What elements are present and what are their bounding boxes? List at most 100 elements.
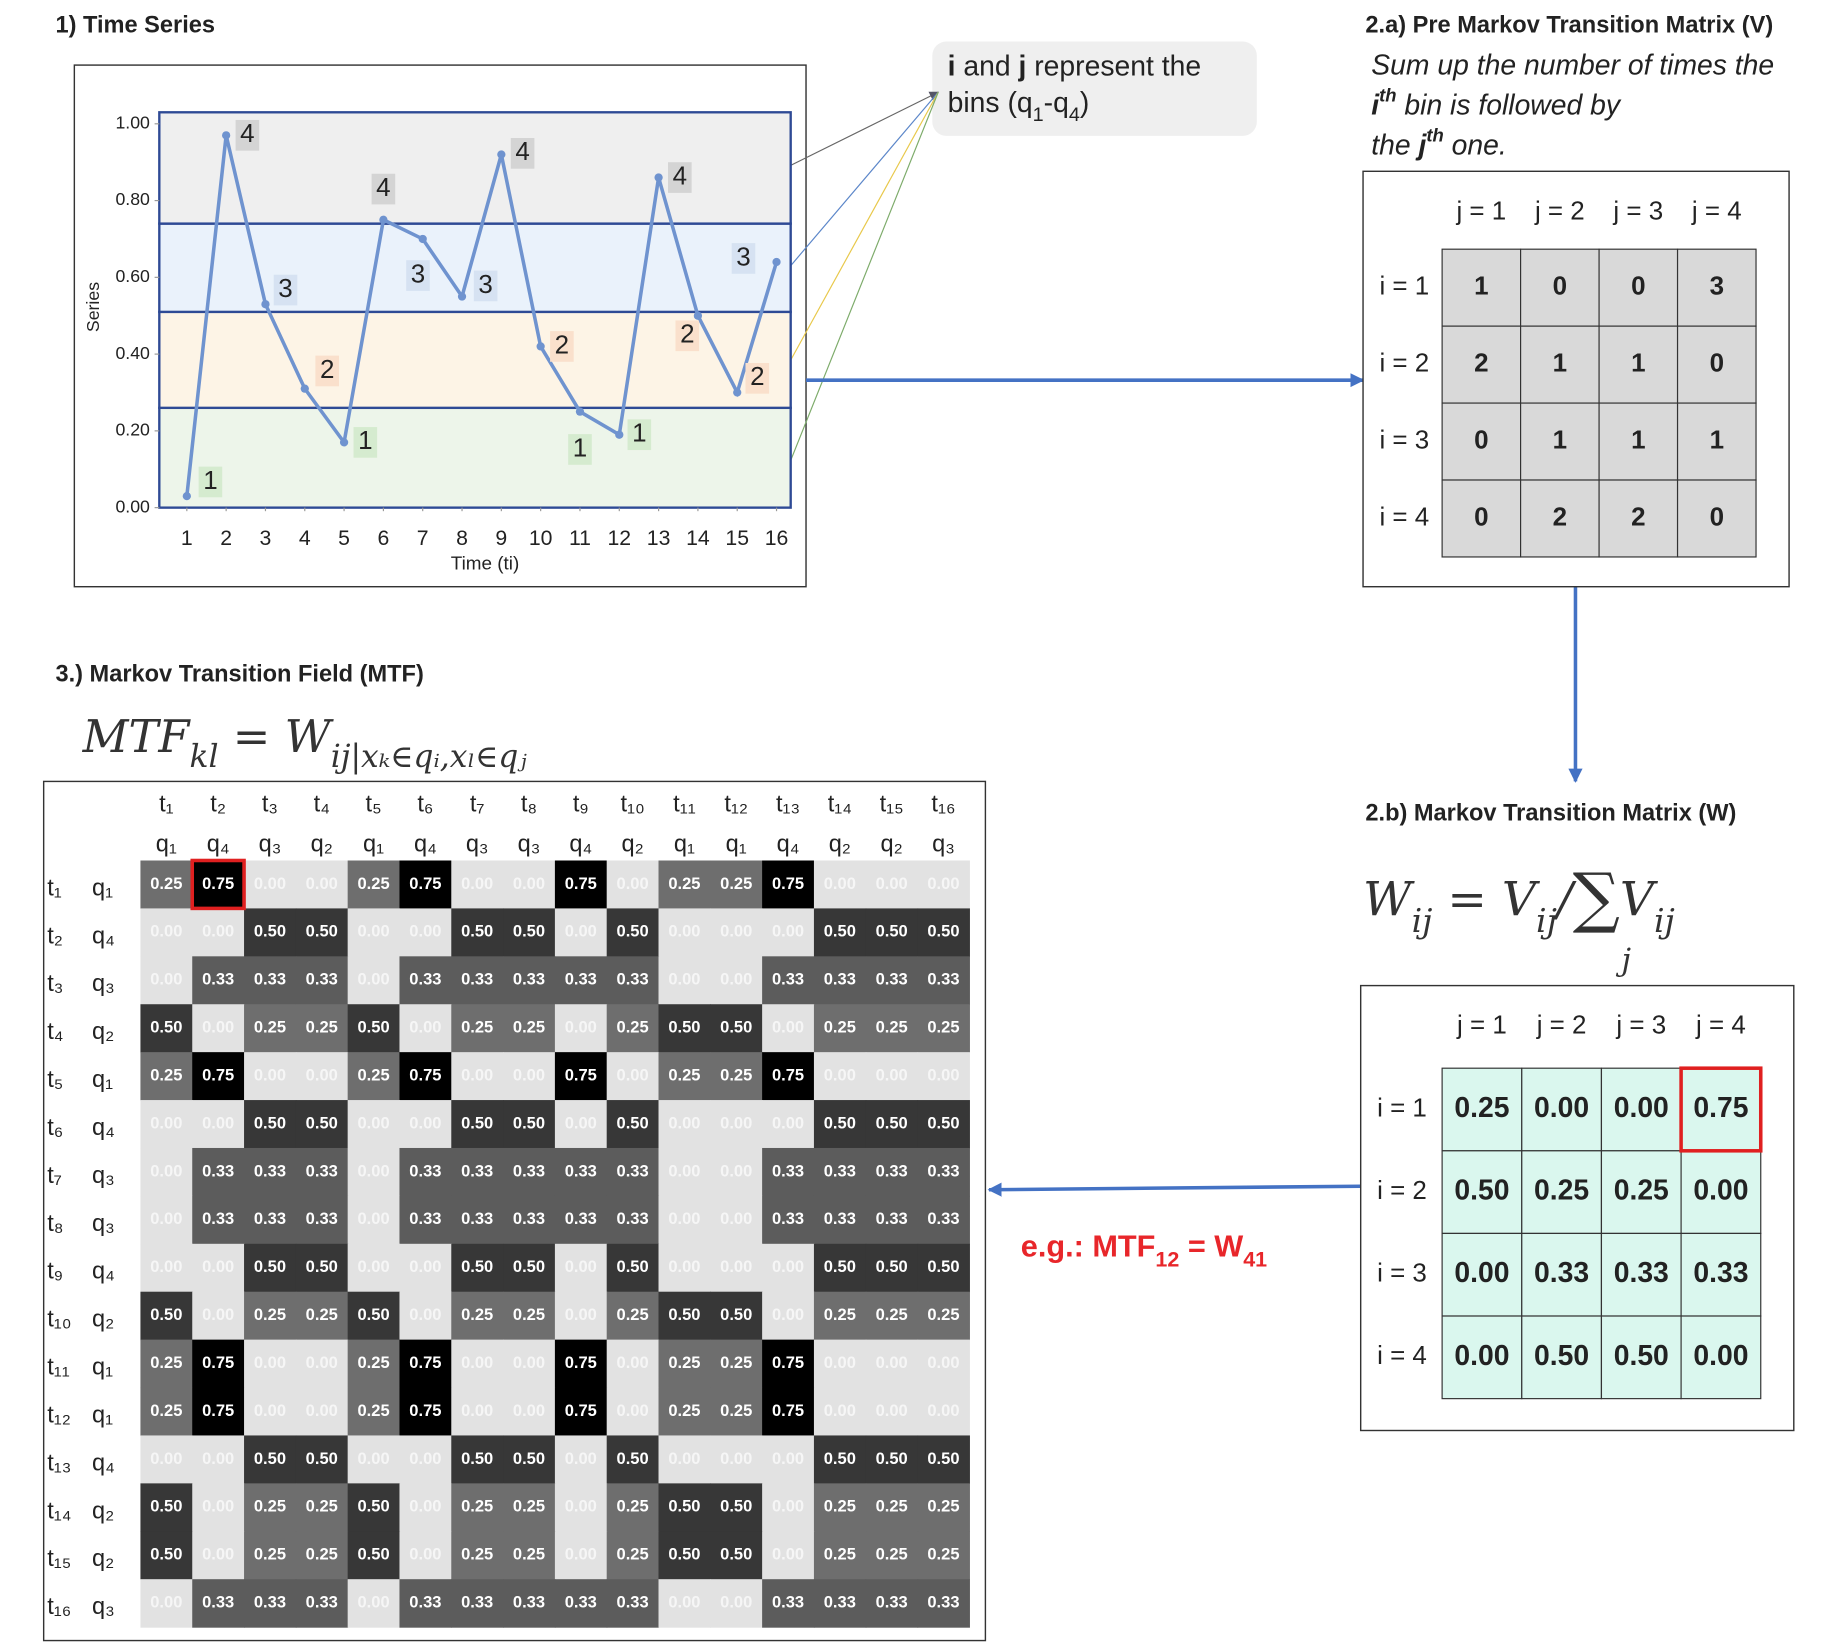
mtf-value: 0.25 xyxy=(461,1545,493,1564)
mtf-value: 0.25 xyxy=(668,874,700,893)
row-bin: q₄ xyxy=(92,1259,115,1285)
mtf-cell xyxy=(140,1147,193,1197)
mtf-value: 0.00 xyxy=(357,1161,389,1180)
mtf-cell xyxy=(399,908,452,957)
rich-text: MTFkl = Wij|xₖ∈qᵢ,xₗ∈qⱼ xyxy=(82,710,528,775)
mtf-cell xyxy=(140,1579,193,1628)
cell-value: 0 xyxy=(1710,501,1724,531)
mtf-value: 0.50 xyxy=(254,1449,286,1468)
mtf-cell xyxy=(554,956,608,1005)
mtf-value: 0.00 xyxy=(461,1401,493,1420)
mtf-cell xyxy=(451,1147,504,1197)
mtf-cell xyxy=(140,1387,193,1437)
point-label: 4 xyxy=(240,118,254,148)
cell xyxy=(1600,1232,1682,1317)
mtf-value: 0.00 xyxy=(720,1449,752,1468)
mtf-value: 0.25 xyxy=(150,874,182,893)
mtf-cell xyxy=(917,1291,970,1341)
text-part: ij|xₖ∈qᵢ,xₗ∈qⱼ xyxy=(331,739,528,775)
mtf-cell xyxy=(347,860,401,909)
mtf-cell xyxy=(658,1339,711,1389)
mtf-value: 0.75 xyxy=(202,874,234,893)
cell xyxy=(1521,1315,1603,1400)
point xyxy=(457,292,467,301)
mtf-value: 0.00 xyxy=(254,1353,286,1372)
col-bin: q₃ xyxy=(932,831,955,857)
mtf-value: 0.75 xyxy=(202,1353,234,1372)
mtf-cell xyxy=(917,1483,970,1532)
row-time: t₄ xyxy=(47,1019,63,1045)
mtf-cell xyxy=(865,1387,919,1437)
col-bin: q₂ xyxy=(881,831,903,857)
mtf-cell xyxy=(192,1100,245,1149)
mtf-cell xyxy=(244,860,297,909)
mtf-cell xyxy=(140,860,193,909)
point-label-bg xyxy=(568,434,592,465)
mtf-cell xyxy=(451,1243,504,1293)
mtf-cell xyxy=(917,1052,970,1101)
mtf-cell xyxy=(244,1339,297,1389)
mtf-cell xyxy=(710,1243,763,1293)
point-label: 2 xyxy=(750,361,764,391)
mtf-value: 0.33 xyxy=(461,970,493,989)
mtf-value: 0.00 xyxy=(357,1449,389,1468)
mtf-value: 0.50 xyxy=(876,1449,908,1468)
text-part: = V xyxy=(1432,872,1541,927)
mtf-value: 0.33 xyxy=(876,1593,908,1612)
mtf-cell xyxy=(503,1387,556,1437)
mtf-cell xyxy=(554,1052,608,1101)
mtf-cell xyxy=(399,956,452,1005)
point xyxy=(733,388,742,397)
row-bin: q₂ xyxy=(92,1307,114,1333)
mtf-value: 0.00 xyxy=(772,1497,804,1516)
cell xyxy=(1520,402,1600,481)
mtf-cell xyxy=(813,1339,867,1389)
x-tick-label: 13 xyxy=(647,526,671,550)
mtf-cell xyxy=(762,1435,815,1484)
highlight xyxy=(1679,1066,1763,1153)
mtf-cell xyxy=(917,956,970,1005)
mtf-cell xyxy=(865,1291,919,1341)
mtf-cell xyxy=(399,1100,452,1149)
mtf-cell xyxy=(244,1052,297,1101)
mtf-value: 0.25 xyxy=(824,1305,856,1324)
mtf-value: 0.33 xyxy=(565,1161,597,1180)
mtf-value: 0.33 xyxy=(927,970,959,989)
mtf-value: 0.25 xyxy=(720,1353,752,1372)
text-part: one. xyxy=(1444,130,1507,162)
mtf-cell xyxy=(606,1147,660,1197)
mtf-value: 0.33 xyxy=(927,1593,959,1612)
mtf-cell xyxy=(710,908,763,957)
text-part: j xyxy=(1415,130,1428,162)
mtf-value: 0.33 xyxy=(824,970,856,989)
mtf-value: 0.00 xyxy=(927,1401,959,1420)
cell xyxy=(1676,479,1757,558)
mtf-value: 0.50 xyxy=(357,1018,389,1037)
mtf-cell xyxy=(865,1100,919,1149)
mtf-cell xyxy=(244,1387,297,1437)
text-part: W xyxy=(1363,872,1415,927)
mtf-cell xyxy=(295,1291,349,1341)
mtf-value: 0.50 xyxy=(668,1545,700,1564)
row-bin: q₃ xyxy=(92,971,115,997)
mtf-value: 0.25 xyxy=(306,1497,338,1516)
cell xyxy=(1680,1232,1762,1317)
mtf-cell xyxy=(451,956,504,1005)
cell-value: 1 xyxy=(1631,347,1645,377)
mtf-cell xyxy=(503,1339,556,1389)
row-time: t₉ xyxy=(47,1259,63,1285)
text-part: i xyxy=(948,51,956,83)
mtf-cell xyxy=(606,956,660,1005)
mtf-cell xyxy=(917,1579,970,1628)
mtf-value: 0.00 xyxy=(565,922,597,941)
mtf-value: 0.00 xyxy=(306,1353,338,1372)
mtf-cell xyxy=(710,1531,763,1580)
cell-value: 0.00 xyxy=(1454,1340,1509,1372)
mtf-value: 0.00 xyxy=(409,1305,441,1324)
point-label: 1 xyxy=(358,425,372,455)
mtf-value: 0.00 xyxy=(357,1257,389,1276)
mtf-value: 0.50 xyxy=(461,1449,493,1468)
point xyxy=(575,407,585,416)
cell-value: 0.50 xyxy=(1614,1340,1669,1372)
